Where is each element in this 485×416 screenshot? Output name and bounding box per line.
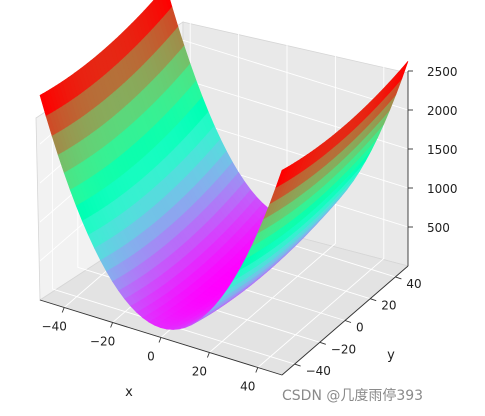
y-tick-mark: [370, 298, 377, 302]
x-tick-mark: [110, 322, 114, 328]
csdn-watermark: CSDN @几度雨停393: [282, 388, 424, 404]
y-tick-mark: [395, 276, 402, 280]
y-tick-label: −20: [331, 342, 356, 356]
y-tick-label: 20: [381, 299, 396, 313]
x-tick-labels: −40 −20 0 20 40: [42, 320, 256, 394]
x-gridline: [209, 48, 336, 353]
z-tick-label: 2500: [427, 65, 458, 79]
x-tick-label: −20: [90, 335, 115, 349]
y-gridline: [52, 94, 295, 365]
z-tick-label: 500: [427, 221, 450, 235]
tick-marks: [61, 70, 413, 373]
x-tick-label: −40: [42, 320, 67, 334]
z-tick-labels: 500 1000 1500 2000 2500: [427, 65, 458, 235]
x-tick-label: 0: [147, 350, 155, 364]
y-tick-mark: [344, 320, 352, 323]
y-axis-label: y: [387, 348, 395, 363]
surface-mesh: [39, 0, 409, 330]
x-axis-label: x: [125, 385, 133, 400]
y-tick-labels: −40−200 20 40: [306, 277, 422, 378]
y-tick-label: −40: [306, 364, 331, 378]
z-tick-label: 1000: [427, 182, 458, 196]
x-tick-mark: [61, 307, 65, 313]
z-tick-label: 1500: [427, 143, 458, 157]
y-tick-label: 0: [356, 321, 364, 335]
y-tick-mark: [294, 363, 301, 367]
x-gridline: [257, 63, 385, 368]
z-tick-label: 2000: [427, 104, 458, 118]
surface-patch: [275, 167, 286, 189]
y-tick-mark: [319, 341, 326, 345]
x-tick-mark: [255, 367, 259, 373]
x-tick-mark: [206, 352, 210, 358]
x-tick-label: 20: [192, 365, 207, 379]
x-tick-label: 40: [240, 380, 255, 394]
y-tick-label: 40: [406, 277, 421, 291]
x-tick-mark: [158, 337, 162, 343]
